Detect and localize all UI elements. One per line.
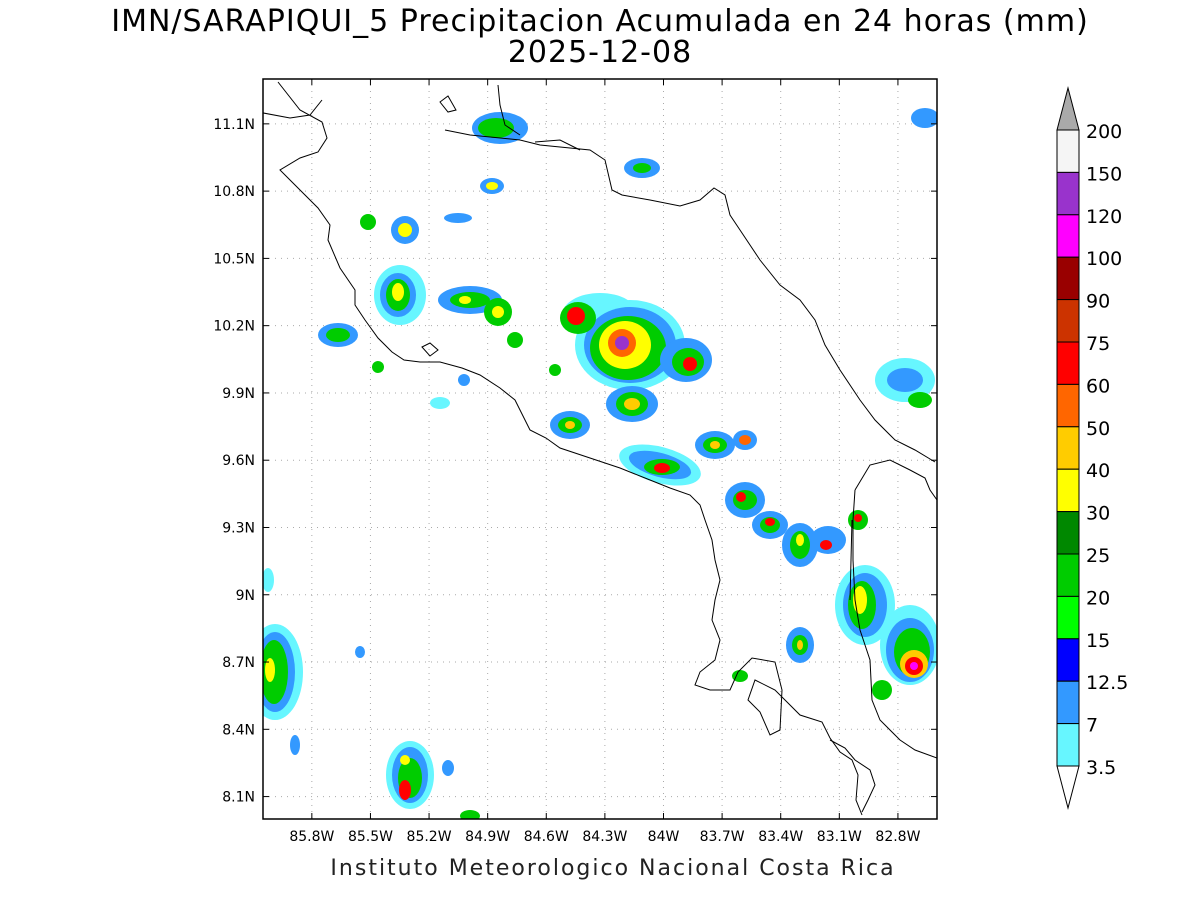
colorbar-label: 25: [1086, 545, 1110, 567]
colorbar-under-arrow: [1056, 765, 1080, 810]
colorbar-label: 60: [1086, 375, 1110, 397]
colorbar-label: 7: [1086, 715, 1098, 737]
colorbar-label: 150: [1086, 163, 1122, 185]
y-tick-label: 10.2N: [213, 319, 255, 335]
colorbar-swatch: [1056, 553, 1080, 597]
colorbar-label: 12.5: [1086, 672, 1128, 694]
colorbar-label: 90: [1086, 291, 1110, 313]
colorbar-label: 50: [1086, 418, 1110, 440]
x-tick-label: 84W: [648, 829, 680, 845]
y-tick-label: 8.4N: [222, 722, 255, 738]
colorbar-swatch: [1056, 723, 1080, 767]
colorbar-swatch: [1056, 595, 1080, 640]
x-tick-label: 85.5W: [348, 829, 393, 845]
x-tick-label: 83.4W: [758, 829, 803, 845]
y-tick-label: 9.6N: [222, 453, 255, 469]
x-tick-label: 85.2W: [407, 829, 452, 845]
map-axis-ticks: 85.8W 85.5W 85.2W 84.9W 84.6W 84.3W 84W 83.7W 83…: [213, 79, 937, 845]
colorbar-swatch: [1056, 171, 1080, 216]
x-tick-label: 84.3W: [582, 829, 627, 845]
y-tick-label: 10.8N: [213, 184, 255, 200]
map-frame: [262, 78, 938, 820]
colorbar-label: 100: [1086, 248, 1122, 270]
x-tick-label: 84.9W: [465, 829, 510, 845]
footer-credit: Instituto Meteorologico Nacional Costa R…: [330, 856, 896, 881]
map-gridlines: [263, 79, 937, 819]
y-tick-label: 10.5N: [213, 251, 255, 267]
x-tick-label: 82.8W: [875, 829, 920, 845]
colorbar-swatch: [1056, 341, 1080, 385]
colorbar-swatch: [1056, 638, 1080, 682]
x-tick-label: 85.8W: [289, 829, 334, 845]
colorbar-label: 75: [1086, 333, 1110, 355]
x-tick-label: 84.6W: [524, 829, 569, 845]
y-tick-label: 9N: [236, 588, 255, 604]
colorbar-legend: 200 150 120 100 90 75 60 50 40 30 25 20 15 12.5 7 3.5: [1056, 86, 1128, 810]
y-tick-label: 9.9N: [222, 386, 255, 402]
colorbar-label: 30: [1086, 503, 1110, 525]
x-tick-label: 83.7W: [700, 829, 745, 845]
map-date: 2025-12-08: [507, 35, 693, 70]
x-tick-label: 83.1W: [817, 829, 862, 845]
y-tick-label: 8.7N: [222, 655, 255, 671]
precipitation-field: [263, 108, 937, 819]
colorbar-swatch: [1056, 511, 1080, 555]
colorbar-over-arrow: [1056, 86, 1080, 131]
colorbar-label: 15: [1086, 630, 1110, 652]
colorbar-label: 200: [1086, 121, 1122, 143]
y-tick-label: 8.1N: [222, 790, 255, 806]
map-title: IMN/SARAPIQUI_5 Precipitacion Acumulada …: [111, 4, 1089, 39]
rain-cells-northwest: [318, 108, 937, 409]
colorbar-swatch: [1056, 214, 1080, 258]
colorbar-swatch: [1056, 129, 1080, 173]
colorbar-swatch: [1056, 468, 1080, 513]
rain-cells-southwest: [263, 568, 480, 819]
coastline-borders: [263, 81, 937, 816]
rain-band-south: [725, 358, 937, 700]
colorbar-label: 3.5: [1086, 757, 1116, 779]
colorbar-swatch: [1056, 299, 1080, 343]
rain-band-central: [550, 293, 757, 486]
colorbar-label: 120: [1086, 206, 1122, 228]
y-tick-label: 11.1N: [213, 117, 255, 133]
colorbar-label: 20: [1086, 587, 1110, 609]
colorbar-swatch: [1056, 680, 1080, 725]
y-tick-label: 9.3N: [222, 520, 255, 536]
colorbar-swatch: [1056, 383, 1080, 428]
colorbar-swatch: [1056, 256, 1080, 301]
colorbar-swatch: [1056, 426, 1080, 470]
colorbar-label: 40: [1086, 460, 1110, 482]
